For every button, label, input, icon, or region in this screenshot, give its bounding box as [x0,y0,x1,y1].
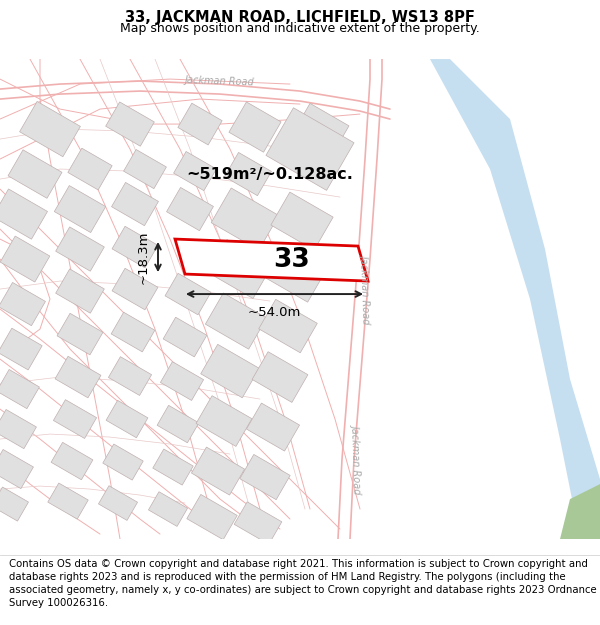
Polygon shape [390,59,600,539]
Polygon shape [106,401,148,437]
Polygon shape [20,101,80,157]
Polygon shape [259,299,317,352]
Polygon shape [157,406,199,442]
Polygon shape [196,396,252,446]
Polygon shape [109,357,152,396]
Polygon shape [560,484,600,539]
Polygon shape [0,487,28,521]
Polygon shape [153,449,193,485]
Polygon shape [178,103,222,145]
Polygon shape [208,239,272,299]
Polygon shape [124,149,166,189]
Polygon shape [247,403,299,451]
Polygon shape [0,282,46,326]
Text: Jackman Road: Jackman Road [351,424,363,494]
Polygon shape [106,102,154,146]
Text: ~519m²/~0.128ac.: ~519m²/~0.128ac. [187,166,353,181]
Polygon shape [0,328,42,370]
Polygon shape [148,492,188,526]
Polygon shape [8,150,62,198]
Polygon shape [201,344,259,398]
Polygon shape [271,192,333,250]
Polygon shape [266,107,354,191]
Polygon shape [163,318,207,357]
Polygon shape [56,269,104,313]
Text: Contains OS data © Crown copyright and database right 2021. This information is : Contains OS data © Crown copyright and d… [9,559,596,609]
Polygon shape [291,103,349,159]
Polygon shape [205,293,266,349]
Polygon shape [191,447,245,495]
Polygon shape [167,188,214,231]
Polygon shape [111,312,155,352]
Text: Jackman Road: Jackman Road [360,254,372,324]
Polygon shape [240,454,290,499]
Polygon shape [48,483,88,519]
Polygon shape [0,189,47,239]
Text: ~18.3m: ~18.3m [137,230,150,284]
Polygon shape [211,188,279,250]
Polygon shape [98,486,137,521]
Text: 33, JACKMAN ROAD, LICHFIELD, WS13 8PF: 33, JACKMAN ROAD, LICHFIELD, WS13 8PF [125,10,475,25]
Polygon shape [53,399,97,439]
Polygon shape [55,186,106,232]
Text: 33: 33 [273,247,310,273]
Polygon shape [56,227,104,271]
Polygon shape [160,362,203,401]
Polygon shape [112,268,158,310]
Polygon shape [0,236,50,282]
Text: Jackman Road: Jackman Road [185,74,255,87]
Polygon shape [55,356,101,398]
Polygon shape [252,352,308,402]
Polygon shape [224,152,271,196]
Polygon shape [103,444,143,480]
Polygon shape [112,182,158,226]
Polygon shape [0,449,34,489]
Polygon shape [68,148,112,190]
Polygon shape [265,246,326,302]
Polygon shape [187,494,237,539]
Polygon shape [51,442,93,480]
Polygon shape [165,273,211,315]
Text: ~54.0m: ~54.0m [248,306,301,319]
Polygon shape [175,239,368,281]
Text: Map shows position and indicative extent of the property.: Map shows position and indicative extent… [120,22,480,35]
Polygon shape [229,102,281,152]
Polygon shape [0,409,37,449]
Polygon shape [57,313,103,355]
Polygon shape [234,502,282,544]
Polygon shape [0,369,40,409]
Polygon shape [112,226,158,268]
Polygon shape [173,151,217,191]
